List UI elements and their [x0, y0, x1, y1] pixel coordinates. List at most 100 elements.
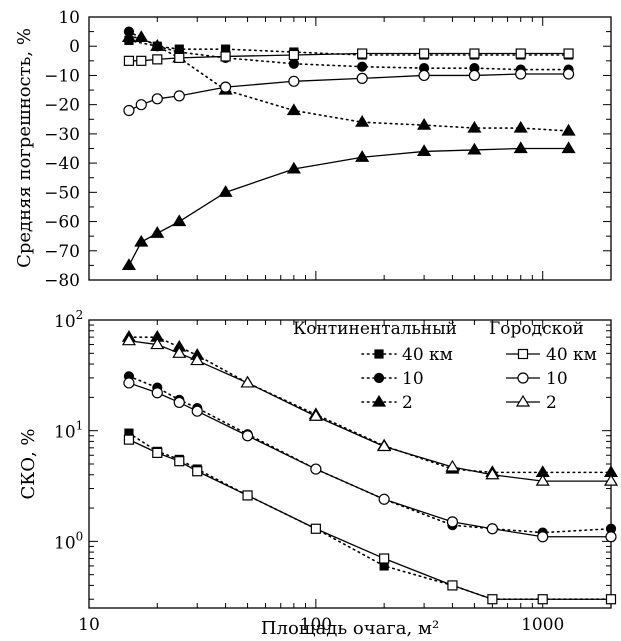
data-point-square	[447, 580, 458, 591]
legend-title-urban: Городской	[489, 319, 584, 339]
y-tick-label: −70	[44, 242, 80, 262]
y-tick-label: 10	[58, 8, 80, 28]
series-continental-triangle-filled	[121, 30, 576, 136]
data-point-triangle	[417, 117, 432, 130]
data-point-circle	[356, 72, 368, 84]
y-tick-label: −60	[44, 213, 80, 233]
data-point-square	[515, 48, 526, 59]
y-tick-label: −20	[44, 96, 80, 116]
series-line	[128, 36, 570, 132]
series-continental-square-filled	[124, 428, 616, 604]
data-point-circle	[151, 387, 163, 399]
data-point-triangle	[417, 144, 432, 157]
data-point-circle	[151, 93, 163, 105]
data-point-triangle	[513, 120, 528, 133]
series-urban-square-open	[123, 434, 617, 605]
data-point-circle	[288, 58, 299, 69]
data-point-triangle	[121, 333, 137, 346]
data-point-circle	[310, 463, 322, 475]
y-tick-label: −80	[44, 271, 80, 291]
data-point-triangle	[150, 39, 165, 51]
data-point-triangle	[467, 142, 482, 155]
error-y-axis-label: Средняя погрешность, %	[14, 28, 35, 268]
data-point-circle	[123, 104, 135, 117]
y-tick-label: 102	[54, 308, 83, 332]
series-line	[128, 432, 612, 601]
data-point-triangle	[172, 214, 187, 227]
series-line	[128, 147, 569, 266]
data-point-circle	[486, 523, 498, 535]
legend-label: 40 км	[546, 345, 597, 365]
error-panel: Средняя погрешность, % 10 0 −10 −20 −30 −40 −5…	[14, 8, 612, 291]
error-series	[121, 26, 576, 270]
data-point-square	[379, 553, 390, 564]
series-urban-triangle-open	[121, 333, 619, 486]
data-point-square	[136, 55, 147, 66]
data-point-triangle	[121, 30, 137, 43]
data-point-square	[192, 466, 203, 477]
legend-label: 10	[402, 369, 424, 389]
data-point-square	[310, 523, 321, 534]
data-point-triangle	[240, 375, 255, 388]
y-tick-label: −50	[44, 183, 80, 203]
data-point-triangle	[218, 185, 233, 197]
data-point-circle	[135, 99, 147, 111]
data-point-square	[374, 349, 384, 359]
series-urban-square-open	[123, 48, 574, 66]
data-point-triangle	[134, 234, 149, 247]
y-tick-label: 100	[54, 529, 83, 553]
data-point-circle	[373, 372, 385, 384]
data-point-square	[152, 447, 163, 458]
legend-label: 2	[402, 393, 413, 413]
data-point-square	[123, 434, 135, 445]
x-tick-label: 100	[300, 615, 332, 635]
data-point-circle	[468, 69, 481, 82]
data-point-square	[174, 456, 185, 467]
y-tick-label: 0	[69, 37, 80, 57]
sko-x-ticks: 10 100 1000	[78, 320, 612, 635]
data-point-triangle	[513, 141, 528, 154]
legend-label: 2	[546, 393, 557, 413]
data-point-square	[123, 55, 135, 66]
data-point-triangle	[355, 115, 370, 127]
legend-items: 40 км 10 2 40 км 10 2	[361, 345, 597, 413]
sko-plot-frame	[88, 319, 612, 609]
data-point-square	[487, 594, 498, 605]
legend-label: 10	[546, 369, 568, 389]
data-point-circle	[123, 377, 135, 389]
data-point-circle	[605, 531, 617, 543]
legend-label: 40 км	[402, 345, 453, 365]
series-line	[128, 30, 570, 71]
data-point-circle	[288, 75, 300, 87]
series-line	[128, 439, 611, 600]
y-tick-label: −30	[44, 125, 80, 145]
data-point-square	[174, 52, 185, 64]
data-point-triangle	[150, 226, 165, 238]
data-point-circle	[517, 372, 529, 384]
data-point-circle	[537, 531, 549, 543]
series-line	[128, 73, 569, 112]
data-point-square	[357, 48, 368, 59]
sko-series	[121, 329, 619, 605]
data-point-triangle	[561, 123, 576, 136]
data-point-triangle	[150, 337, 165, 350]
data-point-triangle	[190, 353, 205, 366]
data-point-triangle	[561, 141, 576, 154]
data-point-circle	[173, 90, 185, 102]
data-point-square	[517, 348, 529, 360]
data-point-triangle	[377, 439, 392, 452]
data-point-triangle	[134, 30, 149, 43]
data-point-square	[469, 48, 480, 59]
y-tick-label: −40	[44, 154, 80, 174]
data-point-square	[563, 48, 574, 59]
data-point-square	[605, 594, 617, 605]
sko-y-axis-label: СКО, %	[18, 428, 39, 499]
series-line	[128, 39, 570, 56]
error-y-ticks: 10 0 −10 −20 −30 −40 −50 −60 −70 −80	[44, 8, 611, 291]
legend: Континентальный Городской 40 км 10 2 40 км 1…	[293, 319, 597, 413]
data-point-square	[288, 49, 299, 61]
series-urban-circle-open	[123, 68, 575, 117]
x-tick-label: 10	[78, 615, 100, 635]
